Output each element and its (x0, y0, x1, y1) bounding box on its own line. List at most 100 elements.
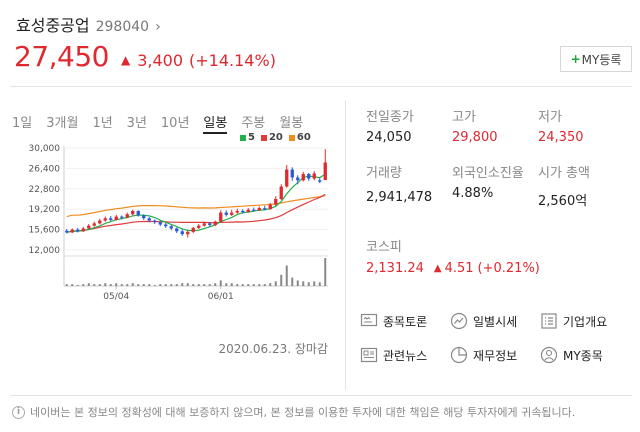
candle-body (230, 212, 234, 215)
candle-body (318, 180, 322, 182)
tab-weekly[interactable]: 주봉 (241, 116, 266, 131)
candle-body (147, 218, 151, 221)
kospi-change: 4.51 (444, 261, 474, 276)
low-value: 24,350 (538, 130, 584, 145)
candle-body (252, 209, 256, 211)
tab-3y[interactable]: 3년 (126, 116, 147, 131)
tab-monthly[interactable]: 월봉 (279, 116, 304, 131)
link-label: 종목토론 (383, 314, 428, 329)
volume-bar (296, 280, 299, 286)
candle-body (136, 210, 140, 216)
change-amount: 3,400 (137, 51, 184, 70)
volume-bar (269, 283, 272, 286)
link-related-news[interactable]: 관련뉴스 (360, 346, 427, 364)
candle-body (257, 208, 261, 211)
divider (10, 86, 632, 87)
volume-bar (82, 284, 85, 286)
candle-body (103, 218, 107, 221)
candle-body (153, 220, 157, 223)
volume-bar (93, 284, 96, 286)
legend-swatch-ma20 (260, 134, 267, 141)
link-financial-info[interactable]: 재무정보 (450, 346, 517, 364)
candle-body (125, 214, 129, 218)
volume-bar (214, 283, 217, 286)
stock-code[interactable]: 298040 (95, 19, 150, 35)
candle-body (208, 223, 212, 226)
current-price: 27,450 (14, 40, 109, 73)
volume-bar (186, 283, 189, 286)
tab-10y[interactable]: 10년 (160, 116, 190, 131)
tab-1d[interactable]: 1일 (12, 116, 33, 131)
volume-bar (65, 284, 68, 286)
stock-chart[interactable]: 30,000 26,400 22,800 19,200 15,600 12,000 05/0… (0, 140, 340, 300)
kospi-index[interactable]: 코스피 2,131.24 ▲ 4.51 (+0.21%) (366, 236, 540, 276)
link-label: 일별시세 (473, 314, 518, 329)
tab-3m[interactable]: 3개월 (46, 116, 79, 131)
prev-close-value: 24,050 (366, 130, 412, 145)
candle-body (213, 221, 217, 226)
link-label: 기업개요 (563, 314, 608, 329)
kospi-change-percent: (+0.21%) (477, 261, 540, 276)
volume-bar (87, 283, 90, 286)
candle-body (92, 223, 96, 226)
volume-bar (181, 283, 184, 286)
candle-body (120, 216, 124, 218)
my-register-button[interactable]: + MY등록 (560, 46, 632, 72)
person-icon (540, 346, 558, 364)
mcap-value: 2,560억 (538, 194, 588, 209)
candle-body (246, 209, 250, 213)
chevron-right-icon[interactable]: › (155, 19, 161, 35)
volume-bar (164, 284, 167, 286)
volume-bar (197, 284, 200, 286)
foreign-value: 4.88% (452, 186, 494, 201)
volume-bar (148, 284, 151, 286)
info-volume: 거래량 2,941,478 (366, 166, 452, 205)
y-tick-label: 30,000 (29, 144, 61, 154)
y-tick-label: 22,800 (29, 185, 61, 195)
tab-daily[interactable]: 일봉 (203, 112, 228, 134)
candle-body (296, 177, 300, 181)
stock-name[interactable]: 효성중공업 (16, 16, 90, 35)
candle-body (279, 186, 283, 199)
volume-bar (252, 284, 255, 286)
volume-bar (219, 280, 222, 286)
ma60-line (66, 195, 326, 218)
link-my-stocks[interactable]: MY종목 (540, 346, 603, 364)
x-tick-label: 06/01 (208, 292, 234, 300)
prev-close-label: 전일종가 (366, 110, 414, 125)
y-tick-label: 12,000 (29, 246, 61, 256)
link-company-overview[interactable]: 기업개요 (540, 312, 607, 330)
candle-body (219, 212, 223, 222)
link-daily-price[interactable]: 일별시세 (450, 312, 517, 330)
stock-title-row[interactable]: 효성중공업 298040 › (16, 12, 161, 36)
candle-body (235, 210, 239, 213)
chart-date: 2020.06.23. 장마감 (218, 342, 328, 356)
volume-bar (280, 274, 283, 286)
price-change: ▲ 3,400 (+14.14%) (121, 51, 276, 70)
link-label: MY종목 (563, 348, 603, 363)
volume-bar (159, 284, 162, 286)
volume-bar (307, 282, 310, 286)
link-discussion[interactable]: 종목토론 (360, 312, 427, 330)
candle-body (224, 212, 228, 215)
candle-body (312, 173, 316, 179)
volume-bar (120, 284, 123, 286)
volume-bar (109, 284, 112, 286)
plus-icon: + (570, 52, 581, 66)
info-low: 저가 24,350 (538, 110, 624, 145)
up-arrow-icon: ▲ (120, 53, 131, 67)
disclaimer-text: 네이버는 본 정보의 정확성에 대해 보증하지 않으며, 본 정보를 이용한 투… (30, 406, 576, 419)
volume-bar (170, 284, 173, 286)
low-label: 저가 (538, 110, 562, 125)
disclaimer: i 네이버는 본 정보의 정확성에 대해 보증하지 않으며, 본 정보를 이용한… (12, 404, 575, 420)
kospi-value: 2,131.24 (366, 261, 424, 276)
ma5-line (66, 173, 326, 233)
volume-bar (153, 285, 156, 286)
candle-body (202, 223, 206, 226)
price-row: 27,450 ▲ 3,400 (+14.14%) (14, 40, 276, 73)
tab-1y[interactable]: 1년 (92, 116, 113, 131)
change-percent: (+14.14%) (189, 51, 276, 70)
legend-ma20: 20 (260, 132, 283, 143)
volume-bar (175, 284, 178, 286)
volume-bar (137, 284, 140, 286)
